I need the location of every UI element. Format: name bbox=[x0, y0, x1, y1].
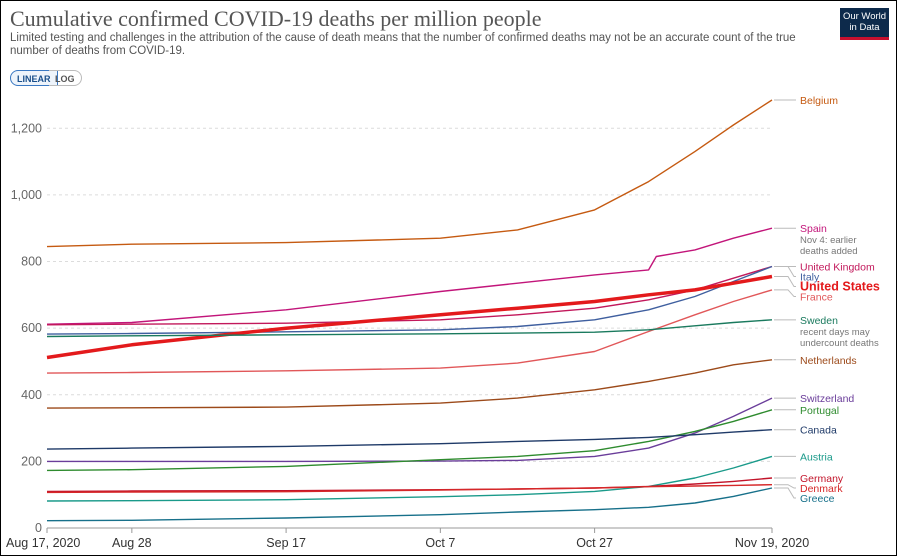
y-tick-label: 0 bbox=[35, 521, 42, 535]
y-tick-label: 1,200 bbox=[11, 121, 42, 135]
series-note: Nov 4: earlier bbox=[800, 235, 857, 246]
series-label: Germany bbox=[800, 473, 844, 485]
label-connector bbox=[774, 276, 796, 288]
x-tick-label: Oct 7 bbox=[425, 536, 455, 550]
x-tick-label: Sep 17 bbox=[266, 536, 306, 550]
series-label: Netherlands bbox=[800, 355, 857, 367]
series-label: France bbox=[800, 292, 833, 304]
series-label: Portugal bbox=[800, 405, 839, 417]
y-tick-label: 200 bbox=[21, 454, 42, 468]
series-label: Switzerland bbox=[800, 393, 854, 405]
series-line-canada bbox=[46, 429, 773, 450]
series-label: Belgium bbox=[800, 95, 838, 107]
y-tick-label: 1,000 bbox=[11, 188, 42, 202]
series-line-france bbox=[46, 289, 773, 374]
series-line-greece bbox=[46, 487, 773, 522]
series-line-belgium bbox=[46, 99, 773, 248]
series-label: Greece bbox=[800, 493, 835, 505]
series-line-united-kingdom bbox=[46, 265, 773, 326]
series-line-switzerland bbox=[47, 397, 773, 463]
chart-title: Cumulative confirmed COVID-19 deaths per… bbox=[10, 6, 542, 31]
chart-subtitle: Limited testing and challenges in the at… bbox=[10, 32, 796, 57]
series-line-germany bbox=[46, 477, 773, 493]
series-label: Canada bbox=[800, 425, 837, 437]
linear-scale-button[interactable]: LINEAR bbox=[10, 70, 58, 86]
series-note: undercount deaths bbox=[800, 338, 879, 349]
series-label: United States bbox=[800, 280, 880, 294]
series-line-spain bbox=[46, 227, 773, 325]
series-label: Sweden bbox=[800, 315, 838, 327]
y-tick-label: 800 bbox=[21, 255, 42, 269]
label-connector bbox=[774, 266, 796, 278]
label-connector bbox=[774, 487, 796, 499]
series-line-netherlands bbox=[46, 359, 773, 409]
series-line-italy bbox=[46, 265, 773, 335]
series-label: Spain bbox=[800, 223, 827, 235]
series-line-austria bbox=[46, 455, 773, 502]
log-scale-button[interactable]: LOG bbox=[49, 70, 82, 86]
x-tick-label: Oct 27 bbox=[576, 536, 613, 550]
series-line-united-states bbox=[46, 274, 773, 360]
series-label: Italy bbox=[800, 272, 820, 284]
series-line-denmark bbox=[46, 484, 773, 494]
owid-logo[interactable]: Our World in Data bbox=[840, 8, 889, 40]
series-line-sweden bbox=[46, 319, 773, 338]
series-note: deaths added bbox=[800, 246, 858, 257]
series-line-portugal bbox=[46, 409, 773, 472]
logo-line-1: Our World bbox=[842, 11, 887, 22]
x-tick-label: Aug 17, 2020 bbox=[6, 536, 80, 550]
label-connector bbox=[774, 289, 796, 298]
logo-line-2: in Data bbox=[849, 22, 880, 33]
series-label: Denmark bbox=[800, 483, 843, 495]
series-label: Austria bbox=[800, 451, 833, 463]
x-tick-label: Aug 28 bbox=[112, 536, 152, 550]
series-label: United Kingdom bbox=[800, 262, 875, 274]
y-tick-label: 400 bbox=[21, 388, 42, 402]
x-tick-label: Nov 19, 2020 bbox=[735, 536, 809, 550]
y-tick-label: 600 bbox=[21, 321, 42, 335]
label-connector bbox=[774, 484, 796, 489]
series-note: recent days may bbox=[800, 327, 870, 338]
